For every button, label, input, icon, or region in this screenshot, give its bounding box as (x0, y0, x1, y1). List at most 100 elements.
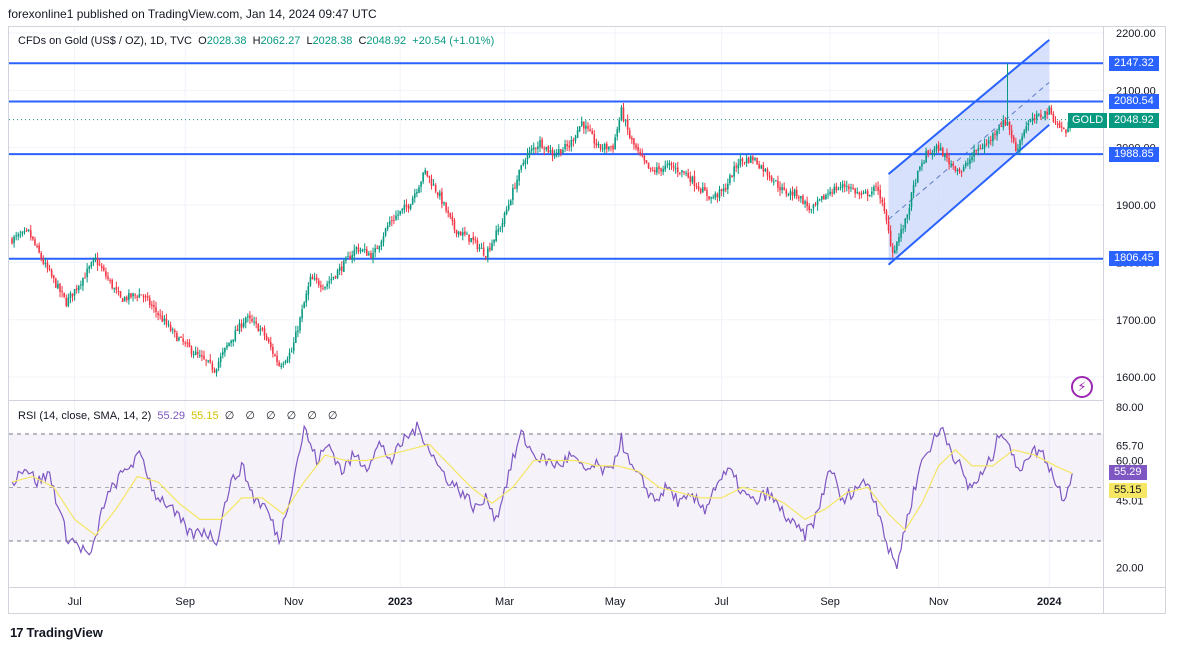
candle-body (724, 187, 727, 190)
candle-body (1054, 121, 1057, 123)
candle-body (292, 342, 295, 351)
candle-body (593, 134, 596, 144)
candle-body (687, 172, 689, 178)
candle-body (44, 262, 47, 264)
candle-body (315, 277, 318, 281)
candle-body (649, 168, 652, 170)
lightning-alert-icon[interactable]: ⚡ (1071, 376, 1093, 398)
rsi-indicator-label[interactable]: RSI (14, close, SMA, 14, 2) (18, 410, 152, 422)
candle-body (23, 230, 26, 232)
candle-body (808, 205, 811, 210)
candle-body (313, 278, 316, 280)
candle-body (32, 236, 34, 240)
time-axis[interactable]: Jul Sep Nov 2023 Mar May Jul Sep Nov 2024 (68, 596, 1063, 608)
candle-body (664, 165, 667, 170)
candle-body (921, 163, 923, 167)
candle-body (261, 328, 264, 330)
candle-body (80, 284, 82, 286)
candle-body (476, 240, 479, 250)
ascending-channel[interactable] (887, 39, 1050, 266)
candle-body (735, 166, 737, 168)
candle-body (376, 247, 379, 249)
candle-body (65, 297, 68, 306)
candle-body (787, 194, 790, 196)
candle-body (451, 216, 454, 221)
candle-body (332, 276, 335, 279)
candle-body (879, 189, 881, 199)
horizontal-levels[interactable] (9, 62, 1103, 260)
candle-body (286, 358, 289, 363)
candle-body (572, 139, 575, 142)
candle-body (946, 152, 948, 159)
candle-body (196, 351, 199, 355)
rsi-value-tag: 55.29 (1109, 465, 1147, 480)
candle-body (768, 175, 771, 178)
candle-body (1017, 148, 1019, 151)
candle-body (555, 152, 558, 154)
candle-body (537, 146, 539, 149)
tradingview-logo[interactable]: 17 TradingView (10, 625, 103, 640)
candle-body (11, 238, 13, 244)
time-tick-label: Sep (820, 596, 840, 608)
candle-body (681, 170, 683, 173)
chart-frame (8, 26, 1166, 614)
candle-body (1035, 114, 1038, 120)
candle-body (987, 140, 990, 144)
candle-body (962, 167, 965, 172)
candle-body (29, 230, 32, 238)
candle-body (155, 307, 157, 313)
candle-body (737, 164, 740, 169)
candle-body (94, 257, 97, 260)
candle-body (981, 147, 984, 149)
candle-body (896, 241, 898, 251)
candle-body (948, 157, 950, 165)
candle-body (516, 179, 518, 189)
close-value: 2048.92 (366, 35, 407, 47)
candle-body (729, 175, 731, 184)
candle-body (77, 285, 80, 291)
candle-body (904, 218, 907, 229)
high-value: 2062.27 (260, 35, 301, 47)
symbol-description[interactable]: CFDs on Gold (US$ / OZ), 1D, TVC (18, 35, 193, 47)
candle-body (257, 324, 260, 332)
candle-body (522, 162, 525, 165)
candle-body (290, 351, 293, 353)
channel-lower-line[interactable] (887, 124, 1050, 266)
candle-body (810, 209, 813, 211)
candle-body (691, 176, 694, 183)
candle-body (493, 239, 495, 243)
candle-body (856, 192, 859, 194)
candle-body (674, 168, 677, 170)
rsi-empty-values: ∅ ∅ ∅ ∅ ∅ ∅ (224, 410, 342, 422)
candle-body (906, 214, 909, 219)
candle-body (520, 165, 523, 170)
candle-body (716, 194, 719, 198)
rsi-axis[interactable]: 20.00 45.01 60.00 65.70 80.00 (1116, 402, 1144, 575)
candle-body (806, 201, 808, 207)
candle-body (234, 330, 237, 341)
candle-body (998, 126, 1000, 131)
candle-body (136, 296, 139, 298)
candle-body (84, 277, 86, 279)
candle-body (40, 253, 43, 259)
candle-body (647, 162, 650, 169)
candle-body (764, 168, 767, 172)
candle-body (267, 338, 270, 343)
time-tick-label: Mar (495, 596, 514, 608)
rsi-tick-label: 80.00 (1116, 402, 1144, 414)
candle-body (706, 190, 708, 196)
candle-body (215, 368, 218, 373)
candle-body (714, 193, 717, 198)
candle-body (560, 149, 562, 154)
price-axis[interactable]: 1600.001700.001800.001900.002000.002100.… (1116, 28, 1156, 384)
candle-body (693, 176, 696, 186)
candle-body (249, 315, 251, 319)
candle-body (862, 192, 865, 194)
candle-body (439, 192, 441, 197)
candle-body (802, 195, 804, 205)
candle-body (929, 152, 932, 154)
candle-body (599, 144, 602, 149)
candle-body (852, 187, 854, 189)
candle-body (459, 231, 462, 236)
